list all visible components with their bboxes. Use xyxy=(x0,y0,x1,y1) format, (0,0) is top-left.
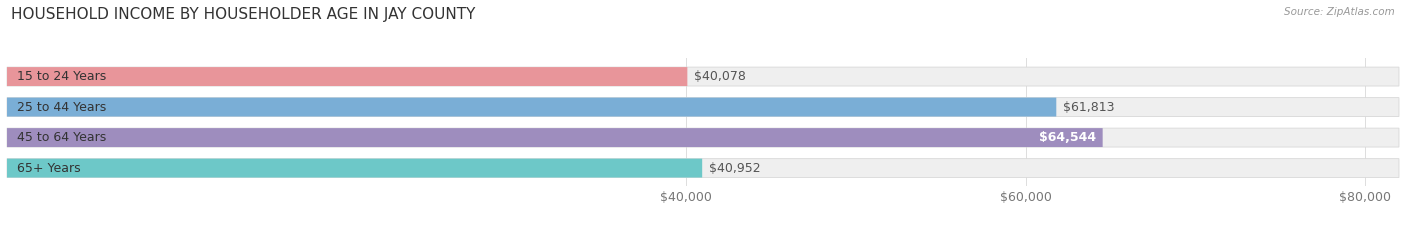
FancyBboxPatch shape xyxy=(7,98,1056,116)
Text: 65+ Years: 65+ Years xyxy=(17,162,80,175)
Text: $40,952: $40,952 xyxy=(709,162,761,175)
Text: Source: ZipAtlas.com: Source: ZipAtlas.com xyxy=(1284,7,1395,17)
Text: HOUSEHOLD INCOME BY HOUSEHOLDER AGE IN JAY COUNTY: HOUSEHOLD INCOME BY HOUSEHOLDER AGE IN J… xyxy=(11,7,475,22)
Text: 25 to 44 Years: 25 to 44 Years xyxy=(17,101,107,113)
FancyBboxPatch shape xyxy=(7,98,1399,116)
FancyBboxPatch shape xyxy=(7,128,1102,147)
FancyBboxPatch shape xyxy=(7,159,702,178)
Text: 45 to 64 Years: 45 to 64 Years xyxy=(17,131,107,144)
FancyBboxPatch shape xyxy=(7,128,1399,147)
FancyBboxPatch shape xyxy=(7,67,1399,86)
Text: $61,813: $61,813 xyxy=(1063,101,1115,113)
FancyBboxPatch shape xyxy=(7,67,688,86)
Text: 15 to 24 Years: 15 to 24 Years xyxy=(17,70,107,83)
FancyBboxPatch shape xyxy=(7,159,1399,178)
Text: $64,544: $64,544 xyxy=(1039,131,1095,144)
Text: $40,078: $40,078 xyxy=(695,70,747,83)
